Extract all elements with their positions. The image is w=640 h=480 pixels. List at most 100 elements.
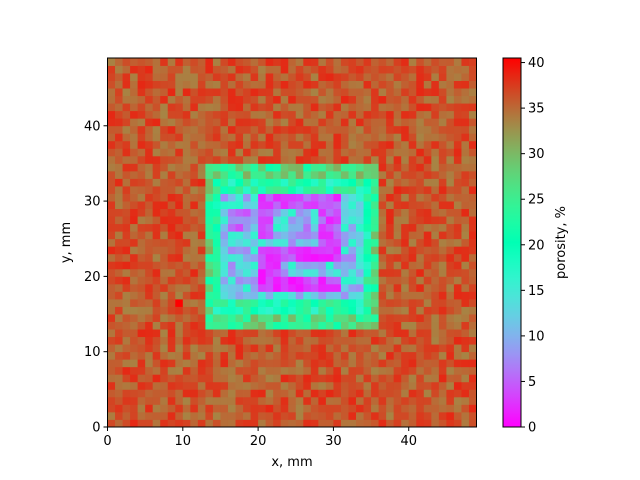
heatmap-cell: [333, 140, 342, 149]
heatmap-cell: [431, 381, 440, 390]
heatmap-cell: [280, 268, 289, 277]
heatmap-cell: [160, 261, 169, 270]
heatmap-cell: [371, 238, 379, 247]
colorbar-tick-label: 25: [528, 193, 545, 208]
heatmap-cell: [273, 238, 282, 247]
heatmap-cell: [340, 223, 349, 232]
heatmap-cell: [303, 118, 312, 127]
heatmap-cell: [122, 231, 131, 240]
heatmap-cell: [197, 133, 206, 142]
heatmap-cell: [250, 314, 259, 322]
heatmap-cell: [167, 253, 176, 262]
heatmap-cell: [160, 216, 169, 225]
heatmap-cell: [288, 140, 297, 149]
heatmap-cell: [363, 306, 372, 315]
heatmap-cell: [115, 336, 123, 345]
heatmap-cell: [386, 65, 395, 74]
heatmap-cell: [378, 118, 387, 127]
heatmap-cell: [107, 140, 116, 149]
heatmap-cell: [363, 103, 372, 112]
heatmap-cell: [446, 163, 455, 172]
heatmap-cell: [461, 246, 470, 255]
heatmap-cell: [333, 133, 342, 142]
heatmap-cell: [190, 186, 199, 194]
heatmap-cell: [461, 125, 470, 134]
heatmap-cell: [130, 140, 139, 149]
heatmap-cell: [363, 404, 372, 413]
heatmap-cell: [190, 88, 199, 97]
heatmap-cell: [265, 336, 274, 345]
heatmap-cell: [295, 65, 304, 74]
heatmap-cell: [167, 88, 176, 97]
heatmap-cell: [363, 178, 372, 187]
heatmap-cell: [468, 178, 477, 187]
heatmap-cell: [468, 411, 477, 420]
heatmap-cell: [137, 140, 146, 149]
heatmap-cell: [378, 253, 387, 262]
heatmap-cell: [371, 193, 379, 202]
heatmap-cell: [468, 321, 477, 330]
heatmap-cell: [167, 155, 176, 164]
heatmap-cell: [235, 208, 244, 217]
heatmap-cell: [340, 193, 349, 202]
heatmap-cell: [408, 186, 417, 194]
heatmap-cell: [227, 276, 236, 285]
heatmap-cell: [393, 246, 402, 255]
heatmap-cell: [175, 291, 184, 300]
heatmap-cell: [378, 103, 387, 112]
heatmap-cell: [453, 193, 462, 202]
heatmap-cell: [182, 359, 191, 368]
heatmap-cell: [348, 246, 357, 255]
heatmap-cell: [438, 95, 447, 104]
heatmap-cell: [175, 110, 184, 119]
heatmap-cell: [122, 336, 131, 345]
heatmap-cell: [250, 261, 259, 270]
heatmap-cell: [205, 374, 214, 383]
heatmap-cell: [160, 336, 169, 345]
heatmap-cell: [340, 329, 349, 338]
heatmap-cell: [378, 170, 387, 179]
heatmap-cell: [205, 163, 214, 172]
heatmap-cell: [393, 88, 402, 97]
heatmap-cell: [393, 148, 402, 157]
heatmap-cell: [416, 178, 425, 187]
heatmap-cell: [167, 344, 176, 353]
heatmap-cell: [318, 329, 327, 338]
heatmap-cell: [243, 186, 251, 194]
heatmap-cell: [401, 163, 410, 172]
heatmap-cell: [197, 366, 206, 375]
heatmap-cell: [401, 231, 410, 240]
heatmap-cell: [325, 419, 334, 428]
heatmap-cell: [318, 208, 327, 217]
heatmap-cell: [243, 404, 251, 413]
heatmap-cell: [468, 329, 477, 338]
heatmap-cell: [265, 163, 274, 172]
heatmap-cell: [115, 73, 123, 81]
heatmap-cell: [438, 163, 447, 172]
heatmap-cell: [122, 58, 131, 66]
heatmap-cell: [122, 65, 131, 74]
heatmap-cell: [205, 178, 214, 187]
heatmap-cell: [107, 73, 116, 81]
heatmap-cell: [386, 80, 395, 89]
heatmap-cell: [371, 58, 379, 66]
heatmap-cell: [227, 336, 236, 345]
heatmap-cell: [453, 178, 462, 187]
heatmap-cell: [137, 73, 146, 81]
heatmap-cell: [250, 419, 259, 428]
heatmap-cell: [348, 411, 357, 420]
heatmap-cell: [408, 366, 417, 375]
heatmap-cell: [356, 65, 364, 74]
heatmap-cell: [416, 404, 425, 413]
heatmap-cell: [356, 261, 364, 270]
heatmap-cell: [468, 170, 477, 179]
heatmap-cell: [137, 223, 146, 232]
heatmap-cell: [273, 381, 282, 390]
heatmap-cell: [468, 201, 477, 210]
heatmap-cell: [265, 359, 274, 368]
plot-frame: [107, 57, 477, 428]
heatmap-cell: [348, 80, 357, 89]
heatmap-cell: [288, 419, 297, 428]
heatmap-cell: [288, 321, 297, 330]
heatmap-cell: [295, 155, 304, 164]
